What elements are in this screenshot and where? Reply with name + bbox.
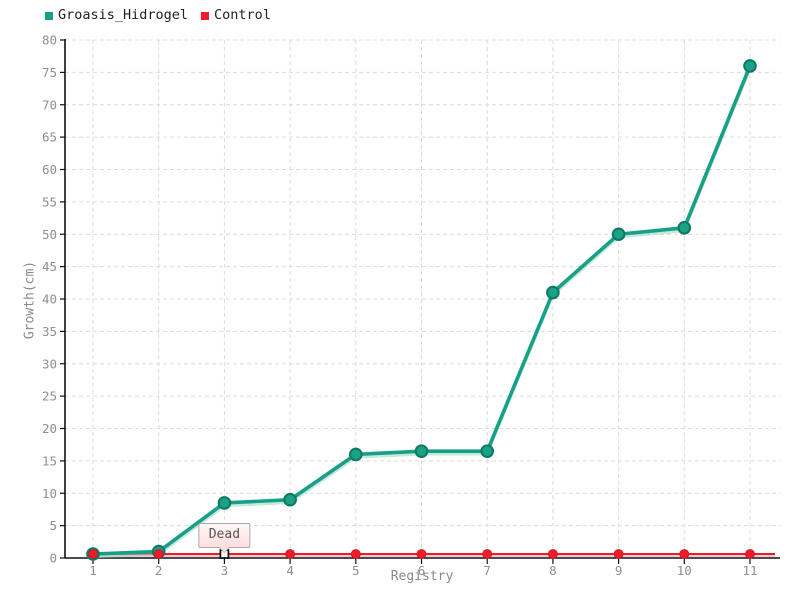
control-point[interactable] [548, 549, 558, 559]
y-tick-label: 55 [42, 194, 57, 209]
groasis-point[interactable] [480, 444, 495, 458]
groasis-point[interactable] [283, 492, 297, 507]
y-tick-label: 5 [49, 518, 57, 533]
control-point[interactable] [350, 549, 361, 559]
y-tick-label: 10 [42, 486, 57, 501]
groasis-point[interactable] [414, 444, 429, 458]
groasis-point[interactable] [217, 496, 232, 510]
y-axis-title: Growth(cm) [22, 260, 38, 340]
x-tick-label: 2 [155, 563, 163, 578]
y-tick-label: 20 [42, 421, 57, 436]
y-tick-label: 0 [49, 551, 57, 566]
x-tick-label: 1 [89, 563, 97, 578]
y-tick-label: 45 [42, 259, 57, 274]
legend-item-control[interactable]: Control [201, 7, 271, 23]
y-tick-label: 60 [42, 162, 57, 177]
groasis-point[interactable] [546, 285, 560, 300]
legend-item-groasis-hidrogel[interactable]: Groasis_Hidrogel [45, 7, 189, 23]
groasis-point[interactable] [677, 220, 692, 235]
control-point[interactable] [482, 549, 493, 559]
groasis-point[interactable] [743, 59, 757, 73]
control-point[interactable] [153, 549, 164, 559]
annotation-text: Dead [208, 527, 241, 542]
legend-label-groasis: Groasis_Hidrogel [58, 7, 189, 23]
y-tick-label: 30 [42, 356, 57, 371]
x-tick-label: 5 [352, 563, 360, 578]
x-tick-label: 7 [483, 563, 491, 578]
x-axis-title: Registry [390, 569, 454, 584]
y-tick-label: 50 [42, 227, 57, 242]
x-tick-label: 4 [286, 563, 294, 578]
y-tick-label: 80 [42, 33, 57, 48]
control-point[interactable] [285, 549, 295, 559]
legend-swatch-control-icon [201, 11, 210, 20]
legend-label-control: Control [214, 7, 271, 23]
control-point[interactable] [88, 549, 98, 559]
y-tick-label: 40 [42, 292, 57, 307]
x-tick-label: 8 [549, 563, 557, 578]
legend: Groasis_Hidrogel Control [45, 7, 271, 23]
control-point[interactable] [613, 549, 624, 559]
x-tick-label: 6 [418, 563, 426, 578]
control-point[interactable] [745, 549, 755, 559]
y-tick-label: 25 [42, 389, 57, 404]
y-tick-label: 75 [42, 65, 57, 80]
y-tick-label: 65 [42, 130, 57, 145]
control-point[interactable] [679, 549, 690, 559]
x-tick-label: 9 [615, 563, 623, 578]
control-point[interactable] [416, 549, 427, 559]
x-tick-label: 3 [221, 563, 229, 578]
y-tick-label: 35 [42, 324, 57, 339]
x-tick-label: 10 [677, 563, 692, 578]
y-tick-label: 15 [42, 453, 57, 468]
annotation-balloon: Dead [198, 523, 251, 548]
y-tick-label: 70 [42, 97, 57, 112]
x-tick-label: 11 [742, 563, 757, 578]
legend-swatch-groasis-icon [45, 11, 53, 20]
groasis-point[interactable] [349, 447, 363, 462]
groasis-point[interactable] [611, 227, 626, 242]
